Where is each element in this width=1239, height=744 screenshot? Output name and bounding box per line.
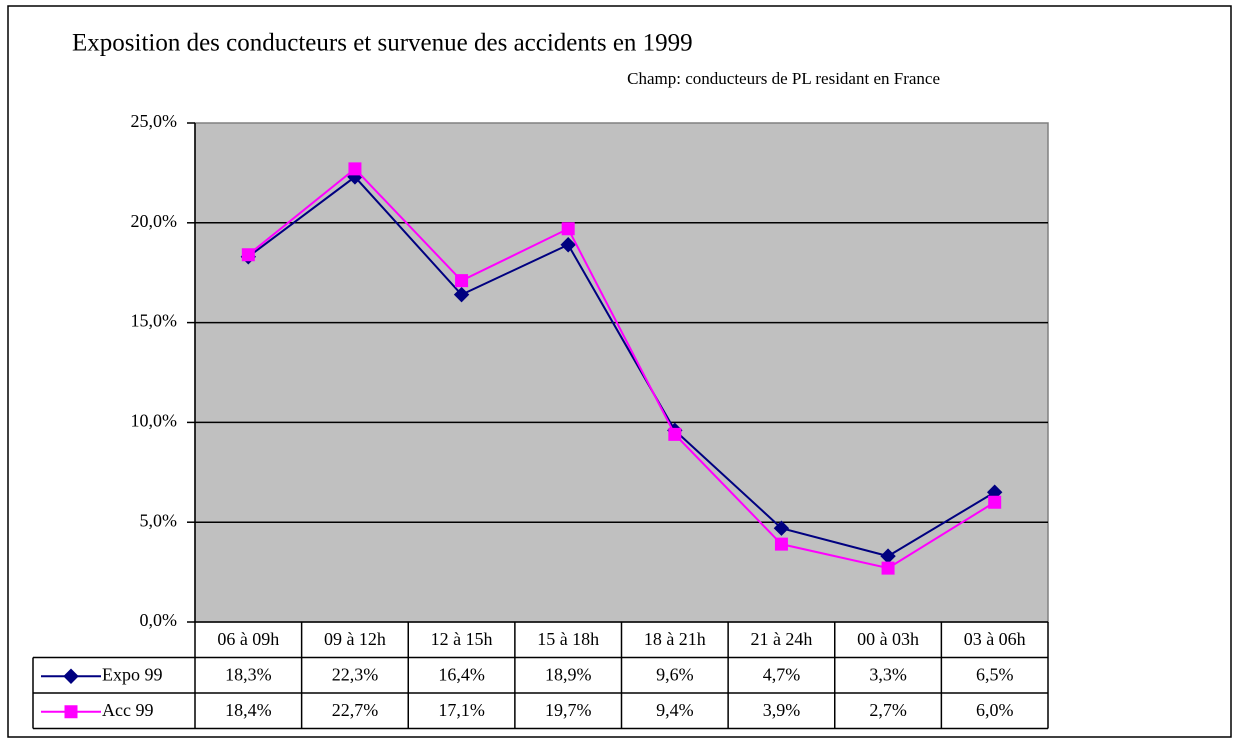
y-tick-label: 15,0%	[131, 311, 178, 331]
data-point	[455, 274, 469, 288]
x-tick-label: 09 à 12h	[324, 629, 386, 649]
data-point	[988, 495, 1002, 509]
x-tick-label: 06 à 09h	[217, 629, 279, 649]
y-tick-label: 25,0%	[131, 111, 178, 131]
y-tick-label: 5,0%	[140, 510, 178, 530]
data-point	[348, 162, 362, 176]
legend-label: Acc 99	[102, 700, 153, 720]
table-value: 19,7%	[545, 700, 592, 720]
chart-title: Exposition des conducteurs et survenue d…	[72, 30, 693, 57]
table-value: 9,4%	[656, 700, 694, 720]
legend-marker	[63, 668, 79, 684]
data-point	[241, 248, 255, 262]
chart-subtitle: Champ: conducteurs de PL residant en Fra…	[627, 69, 940, 88]
table-value: 9,6%	[656, 664, 694, 684]
plot-area	[194, 122, 1049, 623]
data-point	[774, 537, 788, 551]
table-value: 6,0%	[976, 700, 1014, 720]
table-value: 22,3%	[332, 664, 379, 684]
data-point	[560, 237, 576, 253]
data-point	[561, 222, 575, 236]
table-value: 2,7%	[869, 700, 907, 720]
series-line	[247, 175, 996, 558]
table-value: 18,9%	[545, 664, 592, 684]
table-value: 18,3%	[225, 664, 272, 684]
x-tick-label: 21 à 24h	[750, 629, 812, 649]
y-tick-label: 0,0%	[140, 610, 178, 630]
data-point	[453, 286, 470, 303]
y-tick-label: 20,0%	[131, 211, 178, 231]
table-value: 17,1%	[438, 700, 485, 720]
table-value: 16,4%	[438, 664, 485, 684]
table-value: 18,4%	[225, 700, 272, 720]
legend-label: Expo 99	[102, 664, 163, 684]
x-tick-label: 15 à 18h	[537, 629, 599, 649]
table-value: 6,5%	[976, 664, 1014, 684]
x-tick-label: 00 à 03h	[857, 629, 919, 649]
legend-marker	[64, 705, 78, 719]
x-tick-label: 18 à 21h	[644, 629, 706, 649]
table-value: 4,7%	[763, 664, 801, 684]
data-point	[668, 427, 682, 441]
series-line	[247, 167, 996, 570]
data-point	[881, 561, 895, 575]
table-value: 22,7%	[332, 700, 379, 720]
table-value: 3,3%	[869, 664, 907, 684]
x-tick-label: 03 à 06h	[964, 629, 1026, 649]
table-value: 3,9%	[763, 700, 801, 720]
data-point	[773, 520, 790, 536]
y-tick-label: 10,0%	[131, 411, 178, 431]
x-tick-label: 12 à 15h	[431, 629, 493, 649]
